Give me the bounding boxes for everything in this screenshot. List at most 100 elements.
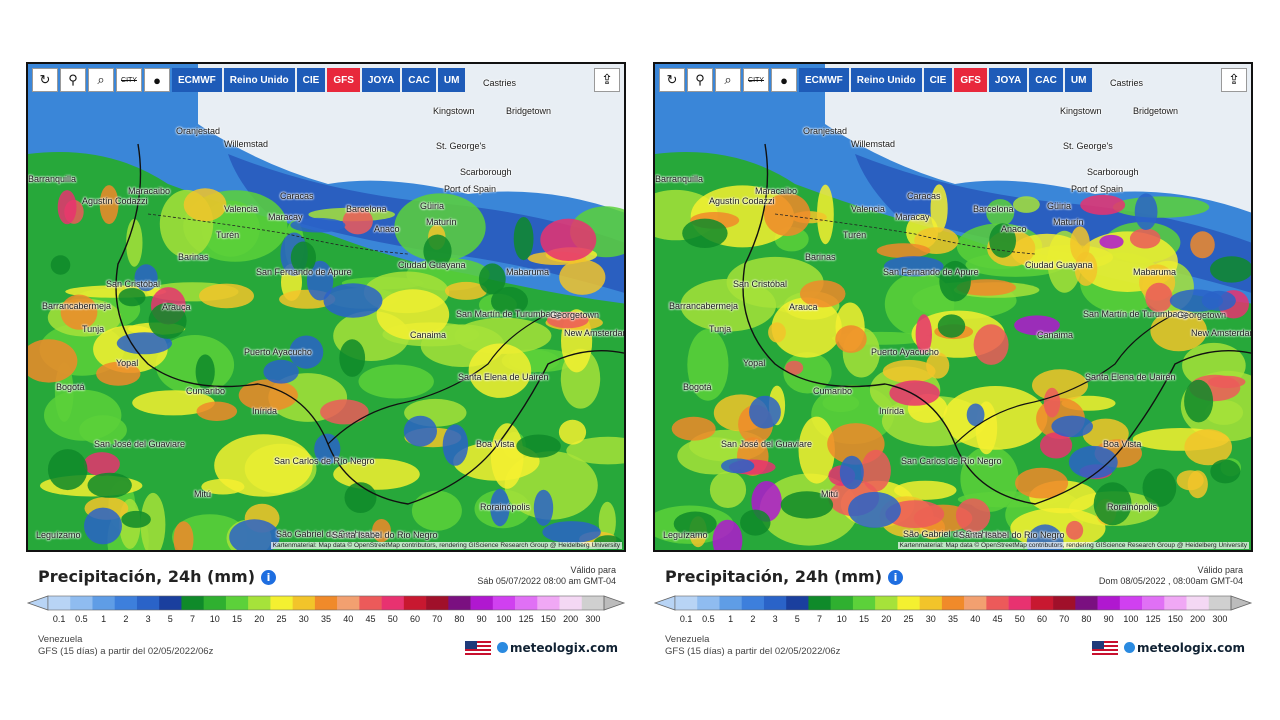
place-label: Valencia <box>851 204 885 214</box>
model-button-cac[interactable]: CAC <box>402 68 436 92</box>
brand[interactable]: meteologix.com <box>465 641 618 655</box>
refresh-icon[interactable]: ↻ <box>659 68 685 92</box>
place-label: Güiria <box>1047 201 1072 211</box>
zoom-icon[interactable]: ⌕ <box>715 68 741 92</box>
colorbar-tick-label: 45 <box>365 614 376 624</box>
place-label: Santa Elena de Uairén <box>1085 372 1176 382</box>
model-button-cac[interactable]: CAC <box>1029 68 1063 92</box>
legend-title: Precipitación, 24h (mm) i <box>665 567 904 586</box>
place-label: Inírida <box>252 406 278 416</box>
colorbar-tick-label: 45 <box>992 614 1003 624</box>
location-pin-icon[interactable]: ⚲ <box>60 68 86 92</box>
place-label: Barcelona <box>346 204 387 214</box>
model-button-cie[interactable]: CIE <box>923 68 953 92</box>
colorbar <box>653 595 1253 611</box>
colorbar-tick-label: 200 <box>1190 614 1206 624</box>
map-toolbar: ↻ ⚲ ⌕ CITY ● ECMWF Reino Unido CIE GFS JOYA CAC UM <box>659 68 1093 92</box>
place-label: São Gabriel da Cachoeira <box>903 529 1007 539</box>
place-label: San José del Guaviare <box>94 439 186 449</box>
place-label: New Amsterdam <box>564 328 626 338</box>
place-label: Turén <box>216 230 240 240</box>
place-label: Mabaruma <box>506 267 550 277</box>
place-label: Barranquilla <box>655 174 704 184</box>
location-pin-icon[interactable]: ⚲ <box>687 68 713 92</box>
place-label: Santa Elena de Uairén <box>458 372 549 382</box>
place-label: Mabaruma <box>1133 267 1177 277</box>
colorbar-tick-label: 30 <box>298 614 309 624</box>
legend-footer: Venezuela GFS (15 días) a partir del 02/… <box>665 634 840 658</box>
place-label: Leguízamo <box>36 530 81 540</box>
place-label: Barinas <box>805 252 836 262</box>
colorbar-tick-label: 15 <box>232 614 243 624</box>
brand[interactable]: meteologix.com <box>1092 641 1245 655</box>
precip-field <box>28 64 624 550</box>
model-button-gfs[interactable]: GFS <box>327 68 360 92</box>
info-icon[interactable]: i <box>888 570 904 585</box>
place-label: Maracay <box>895 212 930 222</box>
us-flag-icon[interactable] <box>465 641 492 655</box>
precipitation-map[interactable]: ↻ ⚲ ⌕ CITY ● ECMWF Reino Unido CIE GFS JOYA CAC UM … <box>653 62 1253 552</box>
model-button-joya[interactable]: JOYA <box>988 68 1028 92</box>
colorbar-tick-label: 50 <box>1014 614 1025 624</box>
model-button-cie[interactable]: CIE <box>296 68 326 92</box>
colorbar-tick-label: 7 <box>190 614 196 624</box>
colorbar-tick-label: 0.5 <box>75 614 88 624</box>
place-label: Maturín <box>426 217 457 227</box>
place-label: Ciudad Guayana <box>1025 260 1093 270</box>
share-icon[interactable]: ⇪ <box>594 68 620 92</box>
model-button-reino-unido[interactable]: Reino Unido <box>850 68 922 92</box>
place-label: Puerto Ayacucho <box>244 347 312 357</box>
colorbar-tick-label: 20 <box>254 614 265 624</box>
valid-time: Válido para Sáb 05/07/2022 08:00 am GMT-… <box>477 565 616 587</box>
model-button-um[interactable]: UM <box>1064 68 1093 92</box>
place-label: Bridgetown <box>1133 106 1179 116</box>
model-run-label: GFS (15 días) a partir del 02/05/2022/06… <box>665 646 841 657</box>
dot-icon[interactable]: ● <box>771 68 797 92</box>
place-label: Barranquilla <box>28 174 77 184</box>
place-label: Bridgetown <box>506 106 552 116</box>
place-label: Agustín Codazzi <box>82 196 148 206</box>
place-label: Leguízamo <box>663 530 708 540</box>
colorbar-tick-label: 3 <box>772 614 778 624</box>
colorbar-tick-label: 40 <box>343 614 354 624</box>
place-label: Kingstown <box>433 106 475 116</box>
place-label: Boa Vista <box>1103 439 1142 449</box>
place-label: Tunja <box>82 324 105 334</box>
model-button-um[interactable]: UM <box>437 68 466 92</box>
place-label: Turén <box>843 230 867 240</box>
place-label: Agustín Codazzi <box>709 196 775 206</box>
place-label: Puerto Ayacucho <box>871 347 939 357</box>
place-label: Barrancabermeja <box>669 301 739 311</box>
place-label: Bogotá <box>683 382 712 392</box>
model-button-ecmwf[interactable]: ECMWF <box>799 68 849 92</box>
refresh-icon[interactable]: ↻ <box>32 68 58 92</box>
meteologix-logo[interactable]: meteologix.com <box>497 641 618 655</box>
colorbar-tick-label: 70 <box>1059 614 1070 624</box>
place-label: Caracas <box>907 191 941 201</box>
place-label: Port of Spain <box>444 184 497 194</box>
us-flag-icon[interactable] <box>1092 641 1119 655</box>
place-label: New Amsterdam <box>1191 328 1253 338</box>
city-toggle-icon[interactable]: CITY <box>116 68 142 92</box>
place-label: Maturín <box>1053 217 1084 227</box>
meteologix-logo[interactable]: meteologix.com <box>1124 641 1245 655</box>
place-label: Oranjestad <box>803 126 848 136</box>
place-label: St. George's <box>436 141 486 151</box>
model-button-ecmwf[interactable]: ECMWF <box>172 68 222 92</box>
zoom-icon[interactable]: ⌕ <box>88 68 114 92</box>
city-toggle-icon[interactable]: CITY <box>743 68 769 92</box>
model-button-gfs[interactable]: GFS <box>954 68 987 92</box>
map-attribution: Kartenmaterial: Map data © OpenStreetMap… <box>270 542 622 549</box>
model-button-joya[interactable]: JOYA <box>361 68 401 92</box>
share-icon[interactable]: ⇪ <box>1221 68 1247 92</box>
model-button-reino-unido[interactable]: Reino Unido <box>223 68 295 92</box>
colorbar-tick-label: 70 <box>432 614 443 624</box>
colorbar-tick-label: 20 <box>881 614 892 624</box>
region-label: Venezuela <box>665 634 710 645</box>
place-label: Georgetown <box>550 310 600 320</box>
place-label: Mitú <box>194 489 212 499</box>
dot-icon[interactable]: ● <box>144 68 170 92</box>
precipitation-map[interactable]: ↻ ⚲ ⌕ CITY ● ECMWF Reino Unido CIE GFS JOYA CAC UM … <box>26 62 626 552</box>
info-icon[interactable]: i <box>261 570 277 585</box>
colorbar-tick-label: 90 <box>476 614 487 624</box>
